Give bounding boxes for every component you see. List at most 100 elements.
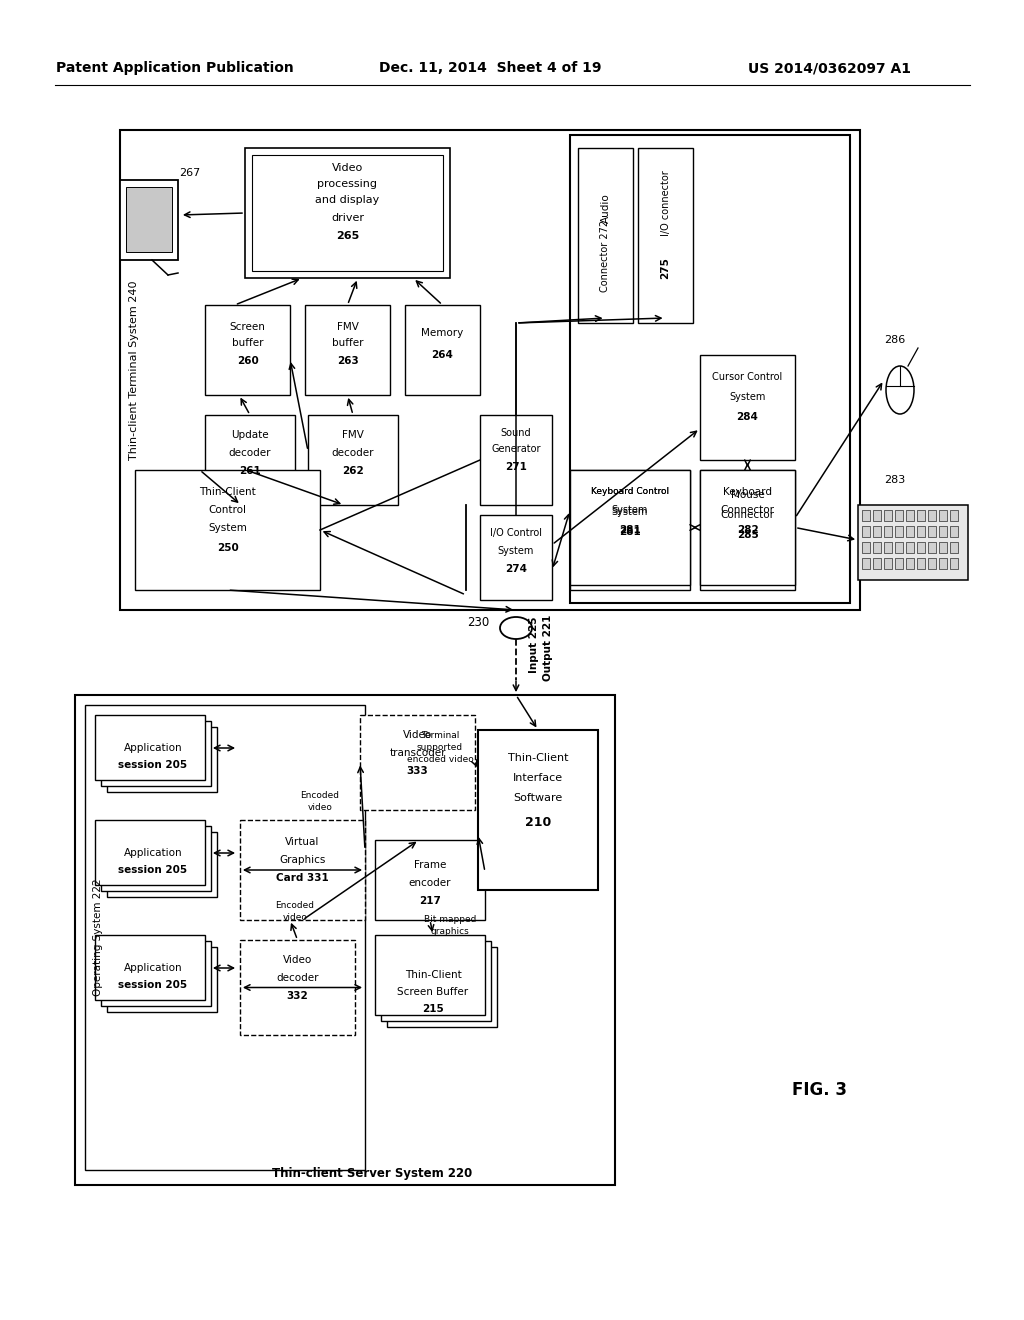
Bar — [950, 543, 958, 553]
Text: I/O connector: I/O connector — [660, 170, 671, 236]
Text: US 2014/0362097 A1: US 2014/0362097 A1 — [749, 61, 911, 75]
Bar — [381, 941, 490, 1020]
Text: Keyboard Control: Keyboard Control — [591, 487, 669, 496]
Bar — [101, 941, 211, 1006]
Text: video: video — [283, 912, 307, 921]
Text: buffer: buffer — [332, 338, 364, 348]
Text: session 205: session 205 — [119, 760, 187, 770]
Bar — [120, 180, 178, 260]
Text: Dec. 11, 2014  Sheet 4 of 19: Dec. 11, 2014 Sheet 4 of 19 — [379, 61, 601, 75]
Text: Terminal: Terminal — [421, 730, 459, 739]
Text: 282: 282 — [736, 525, 759, 535]
Text: 285: 285 — [736, 531, 759, 540]
Text: encoded video: encoded video — [407, 755, 473, 763]
Bar — [375, 840, 485, 920]
Text: Memory: Memory — [421, 327, 464, 338]
Text: Connector 272: Connector 272 — [600, 220, 610, 292]
Text: Frame: Frame — [414, 861, 446, 870]
Bar — [873, 543, 881, 553]
Text: Bit mapped: Bit mapped — [424, 916, 476, 924]
Text: Screen: Screen — [229, 322, 265, 333]
Text: 286: 286 — [885, 335, 905, 345]
Bar — [578, 148, 633, 323]
Bar — [95, 820, 205, 884]
Bar — [862, 558, 870, 569]
Text: Connector: Connector — [721, 510, 774, 520]
Text: driver: driver — [331, 213, 364, 223]
Bar — [862, 525, 870, 537]
Bar — [873, 510, 881, 521]
Text: 261: 261 — [240, 466, 261, 477]
Bar — [873, 558, 881, 569]
Bar — [884, 525, 892, 537]
Bar — [106, 946, 217, 1012]
Bar — [570, 135, 850, 603]
Bar — [135, 470, 319, 590]
Bar — [884, 510, 892, 521]
Text: Video: Video — [332, 162, 364, 173]
Bar — [700, 355, 795, 459]
Text: 215: 215 — [422, 1005, 443, 1014]
Text: Mouse: Mouse — [731, 490, 764, 500]
Bar — [939, 543, 947, 553]
Text: System: System — [729, 392, 766, 403]
Text: Input 225: Input 225 — [529, 616, 539, 673]
Bar — [928, 525, 936, 537]
Text: session 205: session 205 — [119, 979, 187, 990]
Text: FIG. 3: FIG. 3 — [793, 1081, 848, 1100]
Text: Patent Application Publication: Patent Application Publication — [56, 61, 294, 75]
Bar — [700, 470, 795, 585]
Bar — [895, 558, 903, 569]
Bar — [873, 525, 881, 537]
Text: Operating System 222: Operating System 222 — [93, 879, 103, 997]
Text: 264: 264 — [431, 350, 454, 360]
Text: Video: Video — [283, 954, 312, 965]
Text: 274: 274 — [505, 564, 527, 574]
Text: Video: Video — [402, 730, 432, 741]
Text: Keyboard: Keyboard — [723, 487, 772, 498]
Bar — [918, 558, 925, 569]
Text: Thin-client Terminal System 240: Thin-client Terminal System 240 — [129, 280, 139, 459]
Bar — [928, 558, 936, 569]
Bar — [101, 721, 211, 785]
Text: Generator: Generator — [492, 444, 541, 454]
Bar — [480, 515, 552, 601]
Text: 281: 281 — [620, 525, 641, 535]
Bar — [906, 525, 914, 537]
Text: buffer: buffer — [231, 338, 263, 348]
Bar — [950, 558, 958, 569]
Text: and display: and display — [315, 195, 380, 205]
Bar — [895, 525, 903, 537]
Bar — [205, 414, 295, 506]
Text: 281: 281 — [620, 527, 641, 537]
Text: 284: 284 — [736, 412, 759, 422]
Text: Audio: Audio — [600, 193, 610, 223]
Bar — [906, 543, 914, 553]
Bar — [360, 715, 475, 810]
Bar — [240, 940, 355, 1035]
Bar — [252, 154, 443, 271]
Text: Sound: Sound — [501, 428, 531, 438]
Bar — [95, 715, 205, 780]
Bar — [895, 543, 903, 553]
Bar — [950, 510, 958, 521]
Text: 265: 265 — [336, 231, 359, 242]
Bar — [75, 696, 615, 1185]
Text: 267: 267 — [179, 168, 201, 178]
Bar — [126, 187, 172, 252]
Bar — [245, 148, 450, 279]
Bar — [85, 705, 365, 1170]
Text: Interface: Interface — [513, 774, 563, 783]
Bar — [884, 558, 892, 569]
Text: System: System — [611, 506, 648, 515]
Bar — [240, 820, 365, 920]
Text: 250: 250 — [217, 543, 239, 553]
Text: I/O Control: I/O Control — [490, 528, 542, 539]
Bar — [106, 832, 217, 898]
Text: FMV: FMV — [342, 430, 364, 440]
Text: Connector: Connector — [721, 506, 774, 515]
Bar — [205, 305, 290, 395]
Text: Cursor Control: Cursor Control — [713, 372, 782, 381]
Bar — [906, 558, 914, 569]
Bar — [939, 510, 947, 521]
